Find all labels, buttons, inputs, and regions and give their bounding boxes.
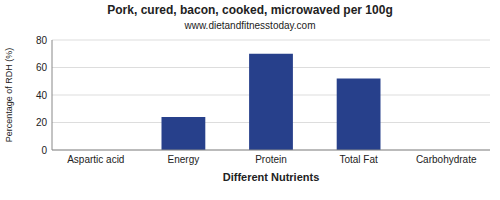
y-tick-label: 20 [36,117,48,128]
bar [249,54,293,150]
bar [162,117,206,150]
x-tick-label: Carbohydrate [416,154,477,165]
y-tick-label: 40 [36,90,48,101]
grid-line [52,40,490,41]
y-tick-label: 0 [41,145,47,156]
x-axis-line [52,150,490,151]
y-axis-label: Percentage of RDH (%) [4,48,14,143]
y-tick-label: 60 [36,62,48,73]
x-tick-label: Energy [168,154,200,165]
chart-container: Pork, cured, bacon, cooked, microwaved p… [0,0,500,200]
y-axis-line [52,40,53,150]
title: Pork, cured, bacon, cooked, microwaved p… [107,3,392,17]
x-axis: Aspartic acid Energy Protein Total Fat Carbo… [67,154,477,165]
y-axis: 0 20 40 60 80 [36,35,490,156]
grid-line [52,150,490,151]
chart: Pork, cured, bacon, cooked, microwaved p… [0,0,500,200]
bars [162,54,381,150]
subtitle: www.dietandfitnesstoday.com [184,20,316,31]
x-axis-label: Different Nutrients [223,171,320,183]
x-tick-label: Total Fat [339,154,378,165]
y-tick-label: 80 [36,35,48,46]
x-tick-label: Protein [255,154,287,165]
bar [337,79,381,151]
x-tick-label: Aspartic acid [67,154,124,165]
